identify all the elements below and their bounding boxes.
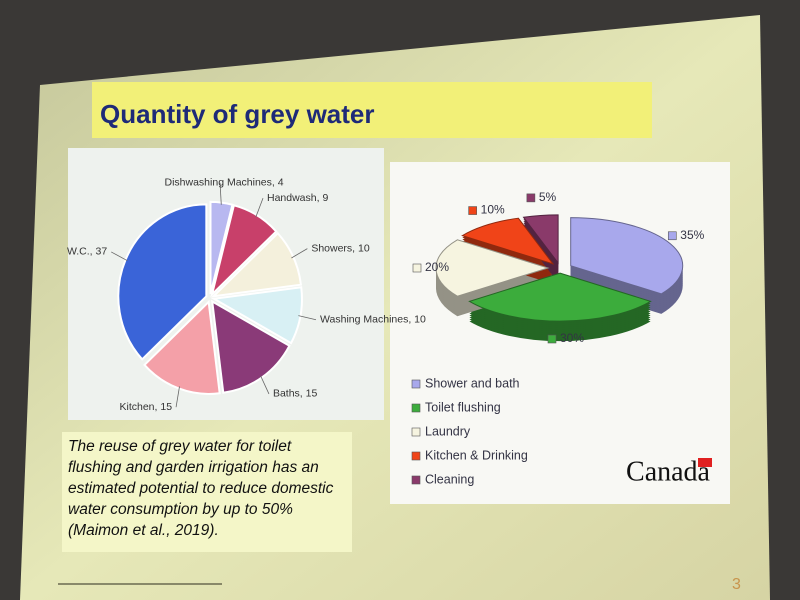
data-label: 20% — [425, 260, 449, 274]
data-label: Dishwashing Machines, 4 — [165, 177, 284, 189]
legend-swatch — [411, 427, 421, 437]
logo: Canada — [626, 456, 711, 487]
leader-line — [255, 198, 264, 218]
slice — [461, 217, 555, 265]
data-label: Baths, 15 — [273, 388, 318, 400]
slice — [468, 272, 652, 322]
legend-label: Toilet flushing — [425, 400, 501, 414]
leader-line — [175, 386, 180, 408]
label-swatch — [667, 231, 677, 241]
data-label: Washing Machines, 10 — [320, 314, 426, 326]
legend-label: Shower and bath — [425, 376, 520, 390]
legend-swatch — [411, 475, 421, 485]
flag — [698, 458, 712, 467]
leader-line — [219, 182, 222, 205]
page-number: 3 — [732, 576, 741, 593]
legend-label: Cleaning — [425, 472, 474, 486]
chart-2: 35% 30% 20% 10% 5% Shower and bath Toilet flus… — [411, 190, 705, 486]
title-box — [92, 82, 652, 138]
legend-label: Kitchen & Drinking — [425, 448, 528, 462]
legend-swatch — [411, 451, 421, 461]
data-label: W.C., 37 — [67, 246, 107, 258]
label-swatch — [547, 334, 557, 344]
slice — [570, 217, 684, 295]
legend-swatch — [411, 403, 421, 413]
data-label: 5% — [539, 190, 557, 204]
slice — [435, 239, 550, 297]
data-label: 30% — [560, 331, 584, 345]
legend-label: Laundry — [425, 424, 471, 438]
data-label: Handwash, 9 — [267, 192, 328, 204]
chart-1: Dishwashing Machines, 4 Handwash, 9 Shower… — [67, 177, 426, 413]
leader-line — [298, 315, 317, 321]
note: The reuse of grey water for toilet flush… — [62, 432, 352, 552]
leader-line — [291, 248, 308, 259]
data-label: Kitchen, 15 — [120, 401, 173, 413]
slice — [522, 214, 559, 265]
data-label: 10% — [481, 203, 505, 217]
leader-line — [111, 251, 128, 262]
legend-swatch — [411, 379, 421, 389]
label-swatch — [412, 263, 422, 273]
label-swatch — [468, 206, 477, 215]
leader-line — [260, 375, 270, 395]
data-label: Showers, 10 — [311, 242, 370, 254]
data-label: 35% — [680, 228, 704, 242]
slide-title: Quantity of grey water — [100, 99, 375, 129]
label-swatch — [526, 193, 536, 203]
